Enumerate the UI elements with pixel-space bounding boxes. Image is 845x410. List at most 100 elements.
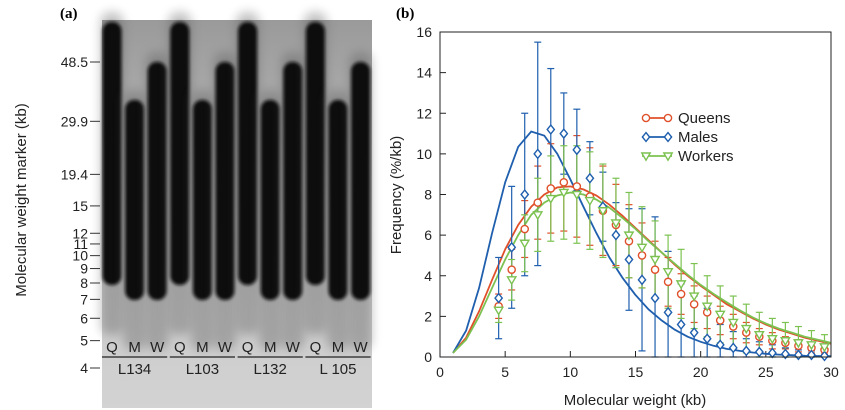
marker-label: 12 [72, 225, 88, 241]
males-data-point [663, 306, 673, 318]
lane-label: Q [106, 339, 118, 356]
workers-fit-line [452, 191, 831, 354]
males-data-point [702, 333, 712, 345]
workers-data-point [792, 339, 804, 349]
lane-label: W [218, 339, 233, 356]
marker-label: 6 [80, 310, 88, 326]
chart-fit-curves [452, 130, 831, 357]
males-data-point [494, 292, 504, 304]
x-tick-label: 0 [436, 364, 444, 380]
marker-label: 5 [80, 333, 88, 349]
workers-data-point [701, 302, 713, 312]
lane-smear [102, 22, 122, 285]
gel-y-axis-title: Molecular weight marker (kb) [13, 103, 30, 296]
y-tick-label: 8 [424, 187, 432, 203]
lane-label: Q [242, 339, 254, 356]
chart-error-bars [495, 41, 828, 358]
lane-group-label: L103 [186, 361, 219, 378]
lane-smear [260, 100, 280, 300]
lane-label: M [264, 339, 277, 356]
lane-smear [125, 100, 145, 300]
lane-smear [147, 62, 167, 300]
workers-data-point [714, 310, 726, 320]
legend-marker [641, 113, 651, 123]
lane-label: Q [310, 339, 322, 356]
males-data-point [793, 349, 803, 361]
workers-data-point [779, 337, 791, 347]
y-tick-label: 16 [416, 24, 432, 40]
males-data-point [637, 274, 647, 286]
y-tick-label: 6 [424, 227, 432, 243]
legend-label: Males [678, 129, 718, 146]
y-tick-label: 0 [424, 349, 432, 365]
lane-smear [192, 100, 212, 300]
legend-marker [663, 131, 673, 143]
panel-a-label: (a) [60, 6, 78, 22]
males-data-point [650, 292, 660, 304]
y-tick-label: 10 [416, 146, 432, 162]
workers-data-point [649, 255, 661, 266]
males-data-point [806, 349, 816, 361]
workers-data-point [571, 190, 583, 201]
lane-smear [305, 22, 325, 285]
legend-marker [663, 113, 673, 123]
lane-smear [328, 100, 348, 300]
legend-item-queens: Queens [641, 110, 731, 127]
workers-data-point [519, 239, 531, 249]
workers-data-point [545, 194, 557, 205]
workers-data-point [636, 243, 648, 253]
workers-data-point [610, 219, 622, 229]
workers-data-point [766, 335, 778, 345]
gel-smears [100, 12, 373, 350]
workers-data-point [819, 343, 830, 353]
queens-data-point [663, 277, 673, 287]
legend-item-males: Males [641, 129, 718, 146]
x-tick-label: 30 [823, 364, 839, 380]
marker-label: 9 [80, 261, 88, 277]
x-tick-label: 10 [563, 364, 579, 380]
males-data-point [546, 123, 556, 136]
males-data-point [741, 345, 751, 357]
lane-label: Q [174, 339, 186, 356]
chart-axes: 0 5 10 15 20 25 30 0 2 4 6 8 10 12 14 16 [416, 24, 839, 380]
workers-data-point [558, 188, 570, 199]
lane-label: W [286, 339, 301, 356]
workers-data-point [806, 341, 817, 351]
y-tick-label: 2 [424, 308, 432, 324]
marker-label: 19.4 [61, 166, 88, 182]
lane-label: M [332, 339, 345, 356]
lane-smear [170, 22, 190, 285]
legend-marker [641, 131, 651, 143]
chart-plot-frame [439, 31, 832, 358]
males-data-point [767, 347, 777, 359]
males-data-point [689, 327, 699, 339]
marker-label: 29.9 [61, 113, 88, 129]
x-tick-label: 5 [501, 364, 509, 380]
males-data-point [728, 342, 738, 354]
panel-b-label: (b) [396, 6, 414, 22]
workers-data-point [623, 231, 635, 241]
marker-label: 11 [73, 236, 88, 252]
chart-panel: (b) 0 5 10 15 20 25 30 0 2 4 6 8 10 12 14 16 Molecular … [388, 6, 839, 409]
males-fit-line [452, 130, 831, 357]
queens-data-point [507, 265, 516, 274]
lane-smear [283, 62, 303, 300]
males-data-point [715, 339, 725, 351]
lane-group-label: L134 [118, 361, 151, 378]
marker-label: 4 [80, 360, 88, 376]
x-tick-label: 15 [628, 364, 644, 380]
queens-data-point [572, 182, 582, 191]
males-data-point [754, 346, 764, 358]
workers-data-point [753, 330, 765, 341]
chart-x-axis-title: Molecular weight (kb) [564, 392, 707, 409]
marker-label: 48.5 [61, 54, 88, 70]
y-tick-label: 14 [416, 65, 432, 81]
males-data-point [572, 144, 582, 156]
workers-data-point [740, 324, 752, 335]
marker-label: 7 [80, 291, 88, 307]
queens-data-point [520, 224, 530, 234]
workers-data-point [532, 211, 544, 221]
queens-data-point [533, 198, 543, 207]
x-tick-label: 25 [758, 364, 774, 380]
